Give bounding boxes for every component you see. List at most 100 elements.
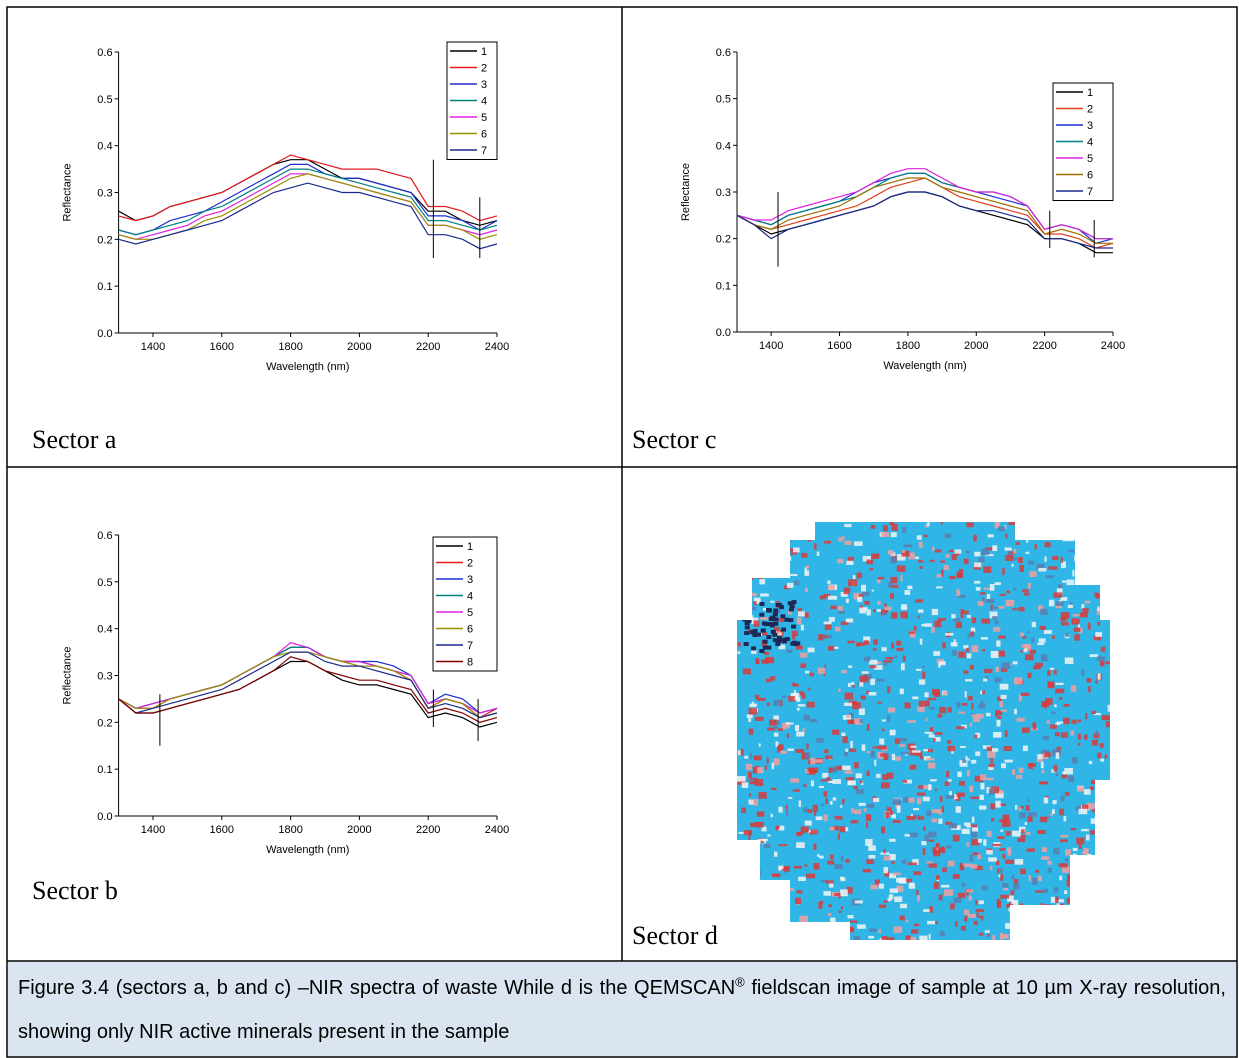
scan-pixel [905, 935, 911, 940]
scan-pixel [986, 830, 992, 837]
scan-pixel [1042, 888, 1049, 894]
x-tick-label: 2200 [1032, 340, 1056, 352]
scan-pixel [884, 871, 890, 877]
scan-pixel [1096, 656, 1106, 662]
y-tick-label: 0.6 [97, 47, 112, 59]
scan-pixel [1000, 668, 1008, 672]
scan-pixel [919, 935, 928, 940]
y-axis-label: Reflectance [62, 646, 74, 704]
scan-pixel [961, 610, 969, 615]
scan-pixel [877, 745, 887, 750]
scan-pixel [1078, 808, 1088, 815]
scan-pixel [1058, 863, 1064, 867]
scan-pixel [826, 776, 831, 781]
scan-pixel [908, 631, 916, 634]
scan-pixel [1040, 534, 1045, 539]
scan-pixel [971, 645, 979, 653]
scan-pixel [888, 582, 893, 588]
scan-pixel [1038, 605, 1044, 611]
scan-pixel [850, 740, 853, 748]
scan-pixel [763, 607, 768, 611]
scan-pixel [1028, 522, 1031, 524]
scan-pixel [1045, 906, 1053, 914]
scan-pixel [1014, 528, 1021, 536]
scan-pixel [1043, 904, 1052, 911]
scan-pixel [964, 679, 973, 682]
scan-pixel [1095, 730, 1099, 736]
y-tick-label: 0.2 [97, 234, 112, 246]
scan-pixel [823, 663, 827, 668]
scan-pixel [861, 744, 866, 751]
scan-pixel [1028, 560, 1035, 565]
scan-pixel [881, 532, 890, 538]
scan-pixel [971, 759, 977, 764]
scan-pixel [980, 774, 987, 781]
scan-pixel [883, 849, 886, 854]
scan-pixel [1093, 635, 1102, 641]
scan-pixel [1100, 557, 1106, 564]
scan-pixel [1069, 602, 1073, 605]
scan-pixel [757, 767, 764, 774]
legend-label: 1 [467, 541, 473, 553]
scan-pixel [938, 818, 943, 824]
scan-pixel [1009, 663, 1012, 666]
scan-pixel [754, 716, 764, 721]
scan-pixel [1014, 915, 1023, 922]
scan-pixel [878, 904, 887, 909]
scan-pixel [983, 839, 987, 846]
scan-pixel [910, 630, 916, 638]
scan-pixel [776, 825, 780, 829]
scan-pixel [1089, 654, 1099, 658]
scan-pixel [938, 663, 941, 668]
scan-pixel [866, 751, 872, 754]
caption-superscript: ® [735, 974, 745, 990]
scan-pixel [775, 826, 779, 831]
scan-pixel [900, 611, 909, 619]
scan-pixel [792, 682, 797, 686]
scan-pixel [880, 852, 890, 855]
scan-pixel [1074, 856, 1078, 860]
scan-pixel [964, 822, 971, 826]
scan-pixel [788, 607, 794, 612]
scan-pixel [803, 714, 811, 721]
scan-pixel [1004, 547, 1012, 551]
scan-pixel [1083, 789, 1091, 795]
scan-pixel [1062, 865, 1070, 873]
scan-pixel [846, 886, 853, 894]
y-tick-label: 0.4 [97, 141, 112, 153]
scan-pixel [1075, 805, 1081, 811]
scan-pixel [958, 594, 966, 598]
scan-pixel [760, 628, 766, 633]
scan-pixel [990, 758, 993, 763]
scan-pixel [772, 632, 778, 637]
scan-pixel [978, 557, 985, 563]
scan-pixel [784, 870, 787, 873]
scan-pixel [792, 532, 802, 538]
scan-pixel [982, 649, 986, 652]
y-tick-label: 0.3 [97, 188, 112, 200]
scan-pixel [891, 814, 897, 819]
scan-pixel [899, 744, 905, 747]
scan-pixel [1047, 867, 1052, 873]
scan-pixel [1008, 550, 1012, 557]
scan-pixel [932, 847, 937, 854]
scan-pixel [841, 765, 851, 771]
scan-pixel [916, 889, 919, 896]
scan-pixel [930, 779, 937, 782]
scan-pixel [1080, 562, 1085, 567]
scan-pixel [922, 671, 926, 679]
scan-pixel [955, 806, 961, 813]
scan-pixel [964, 909, 970, 915]
scan-pixel [959, 760, 968, 767]
scan-pixel [883, 855, 891, 861]
scan-pixel [953, 897, 962, 903]
scan-pixel [989, 611, 998, 619]
scan-pixel [1053, 764, 1058, 772]
scan-pixel [799, 915, 808, 923]
scan-pixel [911, 750, 921, 753]
scan-pixel [797, 611, 805, 617]
scan-pixel [944, 781, 950, 786]
scan-pixel [794, 940, 798, 945]
scan-pixel [1056, 721, 1064, 724]
scan-pixel [986, 712, 991, 717]
